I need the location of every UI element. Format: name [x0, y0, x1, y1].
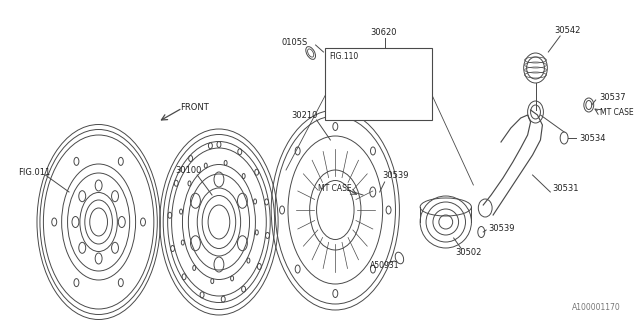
Text: 30620: 30620 [370, 28, 396, 36]
Text: A50931: A50931 [370, 260, 399, 269]
Text: 30531: 30531 [552, 183, 579, 193]
Text: A100001170: A100001170 [572, 303, 621, 313]
Text: 30539: 30539 [383, 171, 409, 180]
Text: MT CASE: MT CASE [600, 108, 633, 116]
Text: FIG.011: FIG.011 [18, 167, 50, 177]
Text: 30502: 30502 [456, 247, 482, 257]
Text: FIG.110: FIG.110 [330, 52, 358, 60]
Text: 30542: 30542 [554, 26, 580, 35]
Text: 0105S: 0105S [281, 37, 307, 46]
Bar [326, 48, 432, 120]
Text: 30534: 30534 [579, 133, 605, 142]
Text: MT CASE: MT CASE [317, 183, 351, 193]
Text: 30100: 30100 [175, 165, 202, 174]
Text: 30210: 30210 [291, 110, 317, 119]
Text: 30537: 30537 [600, 92, 627, 101]
Text: 30539: 30539 [488, 223, 515, 233]
Text: FRONT: FRONT [180, 102, 209, 111]
